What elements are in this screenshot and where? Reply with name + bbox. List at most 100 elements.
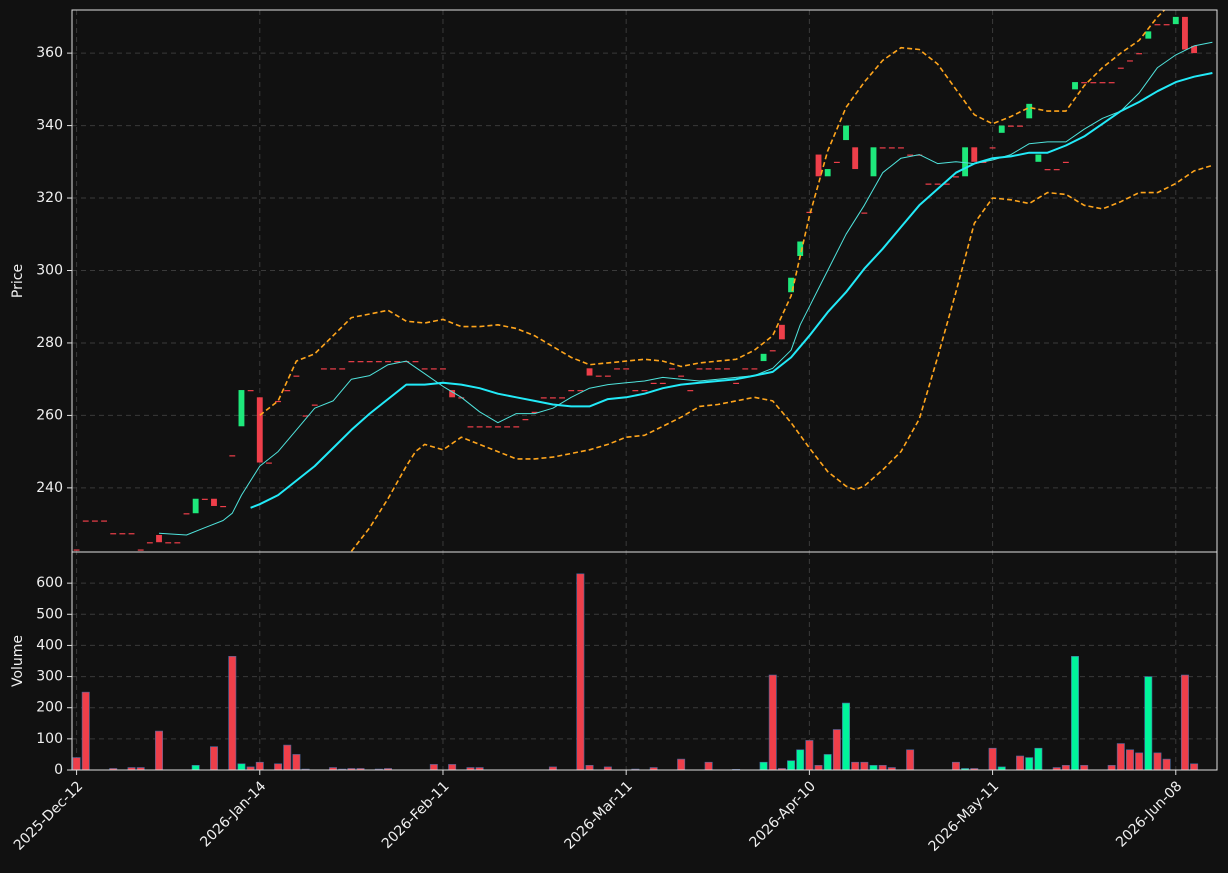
- candle-body: [211, 498, 217, 506]
- candle-body: [73, 549, 80, 551]
- candle-body: [339, 368, 346, 370]
- candle-body: [302, 415, 309, 417]
- candle-body: [137, 549, 144, 551]
- volume-bar: [1126, 749, 1134, 771]
- volume-bar: [787, 760, 796, 771]
- candle-body: [953, 176, 959, 178]
- candle-body: [101, 520, 107, 522]
- candle-body: [815, 154, 822, 177]
- candle-body: [595, 375, 602, 377]
- candle-body: [843, 125, 849, 141]
- candle-body: [696, 368, 703, 370]
- volume-panel: [72, 573, 1199, 771]
- candle-body: [650, 382, 657, 385]
- candle-body: [192, 498, 199, 514]
- volume-bar: [1016, 755, 1025, 771]
- candle-body: [769, 350, 776, 352]
- candle-body: [669, 368, 675, 370]
- candle-body: [183, 513, 190, 515]
- candle-body: [421, 368, 428, 370]
- candle-body: [201, 498, 208, 500]
- volume-frame: [71, 551, 1218, 771]
- volume-bar: [1080, 765, 1089, 771]
- candle-body: [568, 390, 575, 392]
- candle-body: [320, 368, 327, 370]
- candle-body: [1127, 60, 1133, 62]
- candle-body: [110, 533, 117, 535]
- candle-body: [82, 520, 89, 522]
- volume-tick-label: 200: [36, 700, 63, 716]
- candle-body: [311, 404, 318, 406]
- candle-body: [925, 183, 932, 185]
- candle-body: [1044, 169, 1051, 171]
- candle-body: [998, 125, 1005, 133]
- volume-bar: [1180, 674, 1189, 771]
- candle-body: [165, 542, 172, 544]
- candle-body: [412, 361, 419, 363]
- candle-body: [1163, 24, 1170, 26]
- candle-body: [778, 324, 785, 340]
- volume-bar: [704, 761, 713, 771]
- volume-bar: [1153, 752, 1162, 771]
- volume-bar: [759, 761, 768, 771]
- volume-tick-label: 600: [36, 575, 63, 591]
- candle-body: [733, 382, 740, 385]
- candle-body: [430, 368, 437, 370]
- price-panel: [73, 10, 1213, 552]
- volume-bar: [1107, 765, 1116, 771]
- candle-body: [1017, 125, 1023, 127]
- candle-body: [513, 426, 520, 428]
- candle-body: [760, 353, 767, 362]
- candle-body: [705, 368, 712, 370]
- y-tick-label: 260: [36, 407, 63, 423]
- volume-bar: [283, 744, 292, 771]
- volume-bar: [292, 754, 301, 771]
- volume-bar: [210, 746, 218, 771]
- candle-body: [934, 183, 941, 185]
- volume-tick-label: 300: [36, 669, 63, 685]
- candle-body: [687, 390, 694, 392]
- candle-body: [375, 361, 382, 363]
- volume-bar: [1071, 656, 1079, 771]
- indicator-line: [158, 41, 1213, 536]
- candle-body: [788, 277, 794, 293]
- candle-body: [751, 368, 758, 370]
- candle-body: [678, 375, 685, 377]
- candle-body: [1117, 67, 1124, 69]
- volume-bar: [878, 765, 887, 771]
- y-tick-label: 360: [36, 45, 63, 61]
- candle-body: [907, 154, 914, 156]
- candle-body: [888, 147, 895, 149]
- candle-body: [531, 411, 538, 413]
- volume-bar: [1190, 763, 1199, 771]
- candle-body: [220, 505, 227, 508]
- volume-bar: [448, 764, 457, 771]
- candle-body: [870, 147, 877, 177]
- candle-body: [797, 241, 804, 257]
- candle-body: [229, 455, 236, 457]
- candle-body: [440, 368, 446, 370]
- candle-body: [91, 520, 98, 522]
- volume-bar: [1061, 765, 1070, 771]
- candle-body: [467, 426, 474, 428]
- candle-body: [1007, 125, 1014, 127]
- candle-body: [1145, 31, 1152, 39]
- volume-bar: [429, 764, 438, 771]
- volume-bar: [191, 765, 200, 771]
- volume-bar: [1034, 747, 1043, 771]
- candle-body: [366, 361, 373, 363]
- candle-body: [119, 533, 126, 535]
- volume-bar: [860, 761, 869, 771]
- candle-body: [1035, 154, 1042, 162]
- candle-body: [156, 534, 162, 543]
- candle-body: [742, 368, 749, 370]
- candle-body: [806, 211, 813, 214]
- volume-bar: [805, 740, 814, 771]
- candle-body: [962, 147, 969, 177]
- volume-bar: [155, 730, 163, 771]
- volume-bar: [768, 674, 777, 771]
- volume-bar: [906, 749, 915, 771]
- volume-bar: [1144, 676, 1153, 771]
- candle-body: [385, 361, 391, 363]
